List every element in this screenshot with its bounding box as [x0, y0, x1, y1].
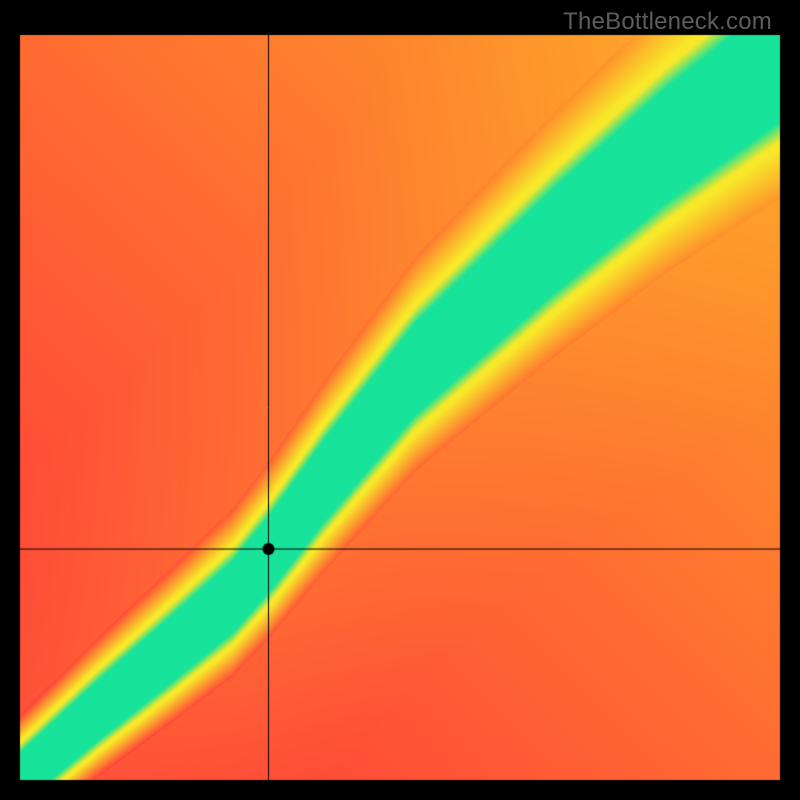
- bottleneck-heatmap: [0, 0, 800, 800]
- chart-container: TheBottleneck.com: [0, 0, 800, 800]
- watermark-label: TheBottleneck.com: [563, 8, 772, 36]
